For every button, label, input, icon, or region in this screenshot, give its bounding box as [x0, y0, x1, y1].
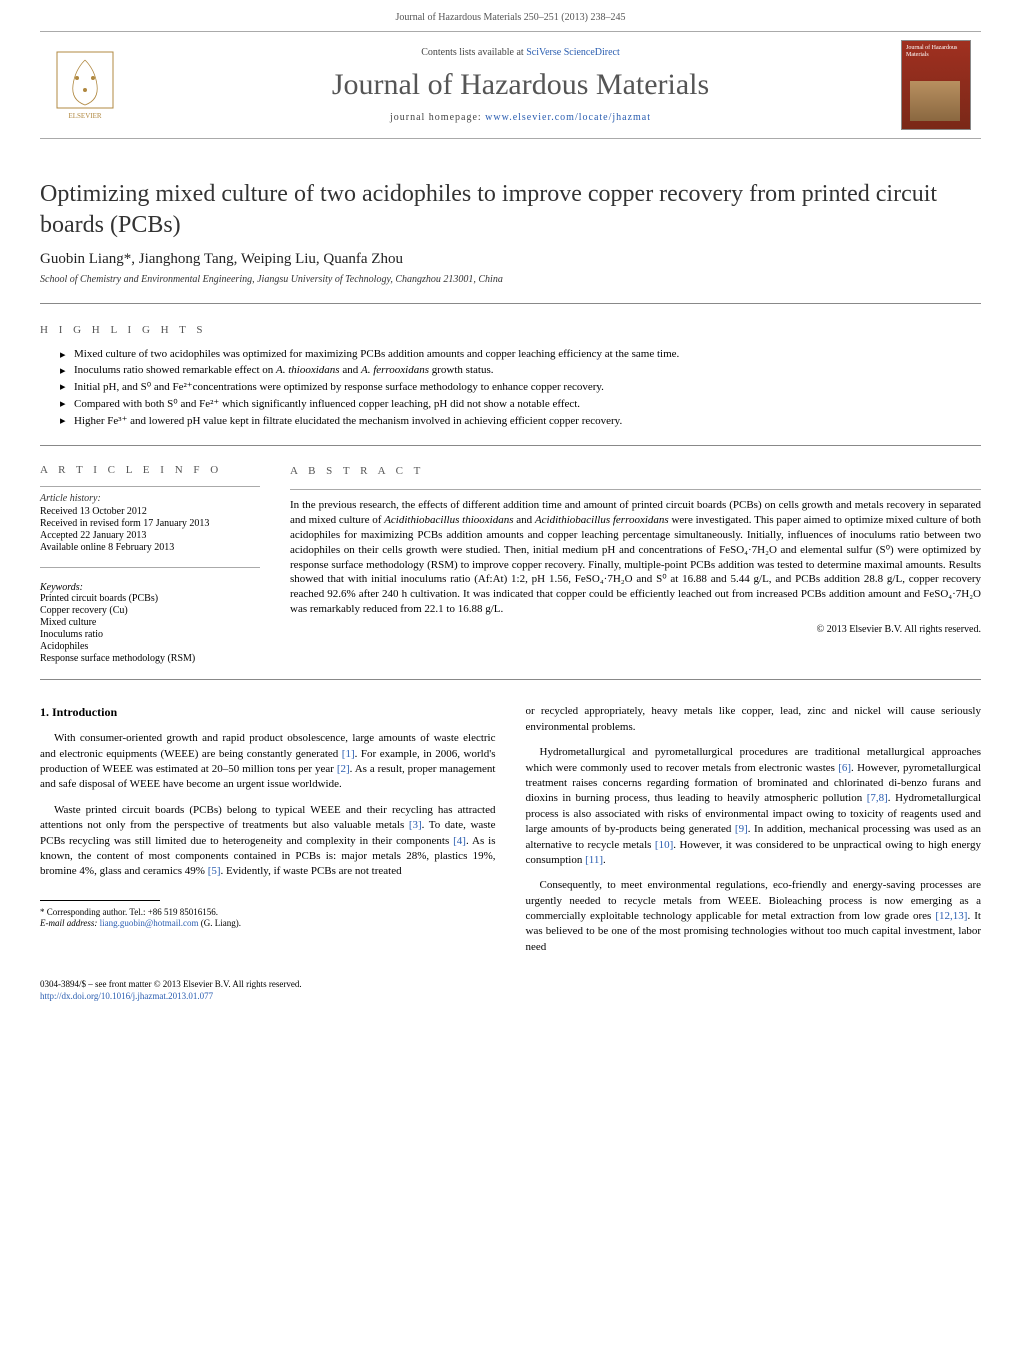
body-columns: 1. Introduction With consumer-oriented g… — [40, 704, 981, 965]
footnote: * Corresponding author. Tel.: +86 519 85… — [40, 907, 496, 930]
sciencedirect-link[interactable]: SciVerse ScienceDirect — [526, 47, 620, 58]
keyword: Mixed culture — [40, 617, 260, 628]
cover-title: Journal of Hazardous Materials — [902, 41, 970, 62]
keyword: Acidophiles — [40, 641, 260, 652]
corresponding-author: * Corresponding author. Tel.: +86 519 85… — [40, 907, 496, 919]
email-link[interactable]: liang.guobin@hotmail.com — [100, 918, 199, 928]
abstract-text: In the previous research, the effects of… — [290, 498, 981, 617]
banner-center: Contents lists available at SciVerse Sci… — [140, 47, 901, 123]
body-paragraph: Waste printed circuit boards (PCBs) belo… — [40, 803, 496, 880]
article-info-label: A R T I C L E I N F O — [40, 464, 260, 476]
history-label: Article history: — [40, 493, 260, 504]
intro-heading: 1. Introduction — [40, 704, 496, 721]
keyword: Copper recovery (Cu) — [40, 605, 260, 616]
homepage-line: journal homepage: www.elsevier.com/locat… — [140, 112, 901, 123]
highlights-list: Mixed culture of two acidophiles was opt… — [60, 348, 981, 427]
history-accepted: Accepted 22 January 2013 — [40, 530, 260, 541]
doi-link[interactable]: http://dx.doi.org/10.1016/j.jhazmat.2013… — [40, 991, 213, 1001]
divider — [40, 679, 981, 680]
body-paragraph: Consequently, to meet environmental regu… — [526, 878, 982, 955]
highlight-item: Initial pH, and S⁰ and Fe²⁺concentration… — [60, 380, 981, 393]
highlight-item: Inoculums ratio showed remarkable effect… — [60, 364, 981, 376]
journal-name: Journal of Hazardous Materials — [140, 68, 901, 102]
email-label: E-mail address: — [40, 918, 100, 928]
svg-text:ELSEVIER: ELSEVIER — [68, 112, 101, 120]
body-paragraph: or recycled appropriately, heavy metals … — [526, 704, 982, 735]
keyword: Response surface methodology (RSM) — [40, 653, 260, 664]
body-paragraph: With consumer-oriented growth and rapid … — [40, 731, 496, 793]
keywords-label: Keywords: — [40, 582, 260, 593]
article-title: Optimizing mixed culture of two acidophi… — [40, 179, 981, 241]
history-online: Available online 8 February 2013 — [40, 542, 260, 553]
doi-block: 0304-3894/$ – see front matter © 2013 El… — [40, 979, 981, 1002]
email-suffix: (G. Liang). — [198, 918, 241, 928]
running-head: Journal of Hazardous Materials 250–251 (… — [0, 0, 1021, 27]
abstract-block: A B S T R A C T In the previous research… — [290, 446, 981, 665]
highlight-item: Compared with both S⁰ and Fe²⁺ which sig… — [60, 397, 981, 410]
authors: Guobin Liang*, Jianghong Tang, Weiping L… — [40, 251, 981, 268]
history-revised: Received in revised form 17 January 2013 — [40, 518, 260, 529]
body-paragraph: Hydrometallurgical and pyrometallurgical… — [526, 745, 982, 868]
front-matter: 0304-3894/$ – see front matter © 2013 El… — [40, 979, 981, 991]
keyword: Inoculums ratio — [40, 629, 260, 640]
elsevier-logo: ELSEVIER — [50, 45, 120, 125]
affiliation: School of Chemistry and Environmental En… — [40, 274, 981, 285]
highlight-item: Mixed culture of two acidophiles was opt… — [60, 348, 981, 360]
contents-text: Contents lists available at — [421, 47, 526, 58]
keyword: Printed circuit boards (PCBs) — [40, 593, 260, 604]
abstract-label: A B S T R A C T — [290, 464, 981, 479]
journal-banner: ELSEVIER Contents lists available at Sci… — [40, 31, 981, 139]
column-right: or recycled appropriately, heavy metals … — [526, 704, 982, 965]
contents-line: Contents lists available at SciVerse Sci… — [140, 47, 901, 58]
history-received: Received 13 October 2012 — [40, 506, 260, 517]
homepage-label: journal homepage: — [390, 112, 485, 123]
article-info: A R T I C L E I N F O Article history: R… — [40, 446, 260, 665]
homepage-link[interactable]: www.elsevier.com/locate/jhazmat — [485, 112, 651, 123]
footnote-divider — [40, 900, 160, 901]
journal-cover-thumb: Journal of Hazardous Materials — [901, 40, 971, 130]
highlights-label: H I G H L I G H T S — [40, 324, 981, 336]
divider — [40, 303, 981, 304]
highlight-item: Higher Fe³⁺ and lowered pH value kept in… — [60, 414, 981, 427]
copyright: © 2013 Elsevier B.V. All rights reserved… — [290, 623, 981, 637]
column-left: 1. Introduction With consumer-oriented g… — [40, 704, 496, 965]
